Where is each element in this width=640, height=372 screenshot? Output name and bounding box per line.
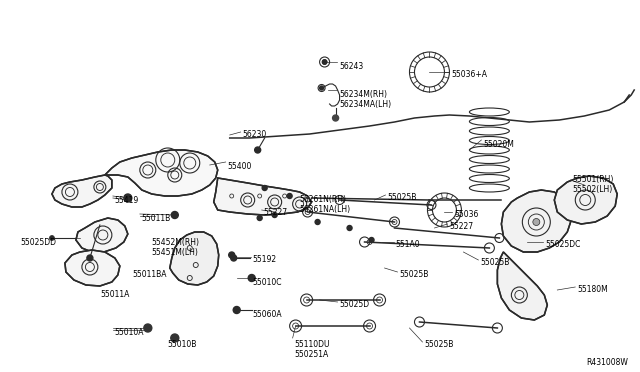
- Text: 55025D: 55025D: [340, 300, 370, 309]
- Text: 55020M: 55020M: [483, 140, 515, 149]
- Circle shape: [287, 193, 292, 199]
- Text: 56261N(RH)
56261NA(LH): 56261N(RH) 56261NA(LH): [300, 195, 351, 214]
- Polygon shape: [65, 250, 120, 286]
- Circle shape: [228, 252, 235, 258]
- Polygon shape: [501, 190, 572, 252]
- Circle shape: [315, 219, 320, 224]
- Text: 55025B: 55025B: [399, 270, 429, 279]
- Polygon shape: [497, 252, 547, 320]
- Circle shape: [233, 307, 240, 314]
- Circle shape: [255, 147, 260, 153]
- Text: 55227: 55227: [449, 222, 474, 231]
- Text: 55025DC: 55025DC: [545, 240, 580, 249]
- Circle shape: [319, 86, 324, 90]
- Text: 56234M(RH)
56234MA(LH): 56234M(RH) 56234MA(LH): [340, 90, 392, 109]
- Polygon shape: [52, 175, 112, 207]
- Text: 55192: 55192: [253, 255, 277, 264]
- Text: 55419: 55419: [115, 196, 139, 205]
- Text: 55110DU
550251A: 55110DU 550251A: [294, 340, 330, 359]
- Text: 55501(RH)
55502(LH): 55501(RH) 55502(LH): [572, 175, 614, 195]
- Circle shape: [272, 212, 277, 218]
- Text: 55011B: 55011B: [142, 214, 171, 223]
- Circle shape: [262, 186, 267, 190]
- Text: 55180M: 55180M: [577, 285, 608, 294]
- Text: 55025DD: 55025DD: [20, 238, 56, 247]
- Circle shape: [248, 275, 255, 282]
- Circle shape: [230, 255, 237, 261]
- Text: 55400: 55400: [228, 162, 252, 171]
- Text: 55011A: 55011A: [100, 290, 129, 299]
- Polygon shape: [214, 178, 312, 215]
- Circle shape: [171, 334, 179, 342]
- Polygon shape: [554, 176, 617, 224]
- Text: R431008W: R431008W: [586, 358, 628, 367]
- Polygon shape: [105, 150, 218, 196]
- Circle shape: [323, 60, 326, 64]
- Text: 56230: 56230: [243, 130, 267, 139]
- Polygon shape: [76, 218, 128, 252]
- Ellipse shape: [49, 235, 54, 241]
- Text: 55025B: 55025B: [424, 340, 454, 349]
- Text: 55011BA: 55011BA: [133, 270, 167, 279]
- Text: 551A0: 551A0: [396, 240, 420, 249]
- Text: 55036: 55036: [454, 210, 479, 219]
- Text: 55025B: 55025B: [387, 193, 417, 202]
- Text: 55010B: 55010B: [168, 340, 197, 349]
- Circle shape: [369, 237, 374, 243]
- Circle shape: [87, 255, 93, 261]
- Circle shape: [257, 215, 262, 221]
- Circle shape: [333, 115, 339, 121]
- Text: 55452M(RH)
55451M(LH): 55452M(RH) 55451M(LH): [152, 238, 200, 257]
- Text: 55025B: 55025B: [481, 258, 510, 267]
- Circle shape: [172, 212, 179, 218]
- Ellipse shape: [79, 237, 81, 240]
- Circle shape: [347, 225, 352, 231]
- Circle shape: [124, 194, 132, 202]
- Text: 55010C: 55010C: [253, 278, 282, 287]
- Text: 55060A: 55060A: [253, 310, 282, 319]
- Text: 55010A: 55010A: [115, 328, 145, 337]
- Text: 55227: 55227: [264, 208, 288, 217]
- Circle shape: [144, 324, 152, 332]
- Polygon shape: [170, 232, 219, 285]
- Text: 56243: 56243: [340, 62, 364, 71]
- Text: 55036+A: 55036+A: [451, 70, 488, 79]
- Ellipse shape: [533, 218, 540, 225]
